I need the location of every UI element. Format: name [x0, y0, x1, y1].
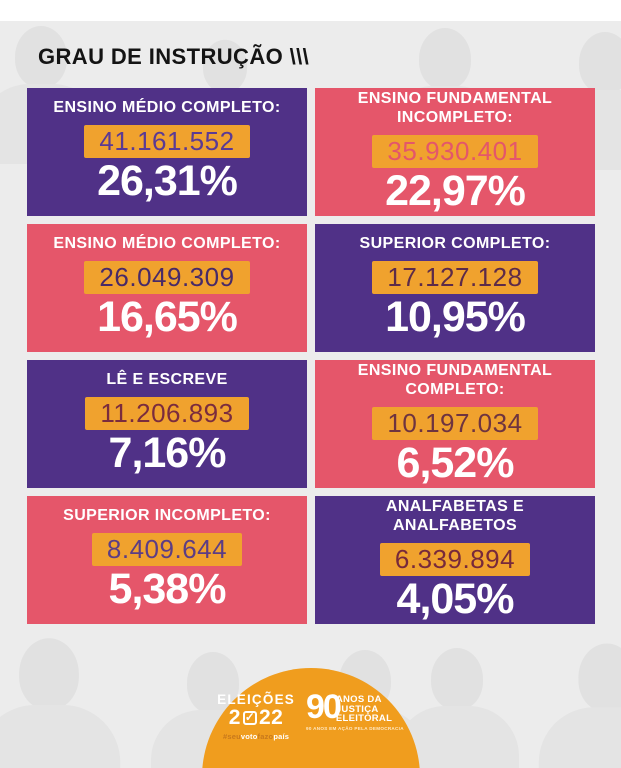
footer-logos: ELEIÇÕES 2 ✓ 22 #seuvotofazopaís 90 ANOS… [202, 688, 420, 741]
justica-eleitoral-90-anos-logo: 90 ANOS DA JUSTIÇA ELEITORAL 90 ANOS EM … [306, 688, 404, 732]
anos90-line: ELEITORAL [335, 713, 393, 725]
voter-count: 6.339.894 [394, 543, 516, 574]
campaign-hashtag: #seuvotofazopaís [217, 732, 295, 741]
hashtag-part: o [268, 731, 274, 741]
stats-grid: ENSINO MÉDIO COMPLETO: 41.161.552 26,31%… [27, 88, 595, 624]
stat-card-le-e-escreve: LÊ E ESCREVE 11.206.893 7,16% [27, 360, 307, 488]
portrait-photo-icon [0, 638, 124, 768]
eleicoes-2022-logo: ELEIÇÕES 2 ✓ 22 #seuvotofazopaís [217, 693, 295, 741]
voter-count: 8.409.644 [106, 534, 228, 565]
hashtag-part: faz [257, 731, 269, 741]
voter-count-badge: 26.049.309 [84, 261, 250, 295]
stat-card-ensino-fundamental-incompleto: ENSINO FUNDAMENTAL INCOMPLETO: 35.930.40… [315, 88, 595, 216]
anos90-line: ANOS DA [335, 694, 382, 705]
hashtag-part: #seu [222, 731, 241, 741]
voter-count-badge: 6.339.894 [379, 542, 531, 576]
voter-count: 11.206.893 [100, 398, 234, 429]
year-end: 22 [258, 705, 284, 729]
voter-count-badge: 8.409.644 [91, 533, 243, 567]
percent-value: 5,38% [108, 565, 227, 614]
voter-count-badge: 17.127.128 [372, 261, 538, 295]
voter-count-badge: 41.161.552 [84, 125, 250, 159]
anos90-lockup: 90 ANOS DA JUSTIÇA ELEITORAL [306, 688, 404, 726]
education-level-label: ENSINO MÉDIO COMPLETO: [53, 235, 281, 253]
hashtag-part: país [273, 731, 290, 741]
education-level-label: LÊ E ESCREVE [106, 371, 228, 389]
education-level-label: SUPERIOR COMPLETO: [359, 235, 551, 253]
education-level-label: ENSINO FUNDAMENTAL INCOMPLETO: [357, 90, 553, 126]
anos90-wordmark: ANOS DA JUSTIÇA ELEITORAL [336, 695, 392, 724]
voter-count-badge: 11.206.893 [85, 397, 249, 431]
stat-card-ensino-medio-completo-1: ENSINO MÉDIO COMPLETO: 41.161.552 26,31% [27, 88, 307, 216]
stat-card-superior-completo: SUPERIOR COMPLETO: 17.127.128 10,95% [315, 224, 595, 352]
anos90-line: JUSTIÇA [335, 703, 379, 715]
percent-value: 7,16% [108, 429, 227, 478]
stat-card-analfabetas-e-analfabetos: ANALFABETAS E ANALFABETOS 6.339.894 4,05… [315, 496, 595, 624]
top-white-strip [0, 0, 621, 21]
year-start: 2 [228, 705, 241, 729]
voter-count-badge: 35.930.401 [372, 134, 538, 168]
percent-value: 26,31% [97, 157, 238, 206]
anos90-tagline: 90 ANOS EM AÇÃO PELA DEMOCRACIA [306, 726, 404, 732]
page-title: GRAU DE INSTRUÇÃO \\\ [38, 44, 310, 69]
education-level-label: SUPERIOR INCOMPLETO: [63, 507, 271, 525]
percent-value: 16,65% [97, 293, 238, 342]
percent-value: 22,97% [385, 166, 526, 215]
voter-count: 10.197.034 [387, 407, 523, 438]
hashtag-part: voto [240, 731, 258, 741]
voter-count: 35.930.401 [387, 135, 523, 166]
education-level-label: ENSINO MÉDIO COMPLETO: [53, 99, 281, 117]
stat-card-superior-incompleto: SUPERIOR INCOMPLETO: 8.409.644 5,38% [27, 496, 307, 624]
percent-value: 4,05% [396, 574, 515, 623]
ballot-checkbox-icon: ✓ [242, 710, 257, 725]
education-level-label: ENSINO FUNDAMENTAL COMPLETO: [357, 362, 553, 398]
footer-orange-dome: ELEIÇÕES 2 ✓ 22 #seuvotofazopaís 90 ANOS… [201, 668, 420, 768]
percent-value: 6,52% [396, 438, 515, 487]
number-90: 90 [306, 688, 342, 726]
percent-value: 10,95% [385, 293, 526, 342]
voter-count: 41.161.552 [99, 126, 235, 157]
stat-card-ensino-fundamental-completo: ENSINO FUNDAMENTAL COMPLETO: 10.197.034 … [315, 360, 595, 488]
voter-count-badge: 10.197.034 [372, 406, 538, 440]
eleicoes-word: ELEIÇÕES [217, 692, 295, 707]
voter-count: 26.049.309 [99, 262, 235, 293]
stat-card-ensino-medio-completo-2: ENSINO MÉDIO COMPLETO: 26.049.309 16,65% [27, 224, 307, 352]
education-level-label: ANALFABETAS E ANALFABETOS [385, 498, 525, 534]
eleicoes-year: 2 ✓ 22 [217, 705, 295, 729]
voter-count: 17.127.128 [387, 262, 523, 293]
portrait-photo-icon [536, 644, 621, 768]
